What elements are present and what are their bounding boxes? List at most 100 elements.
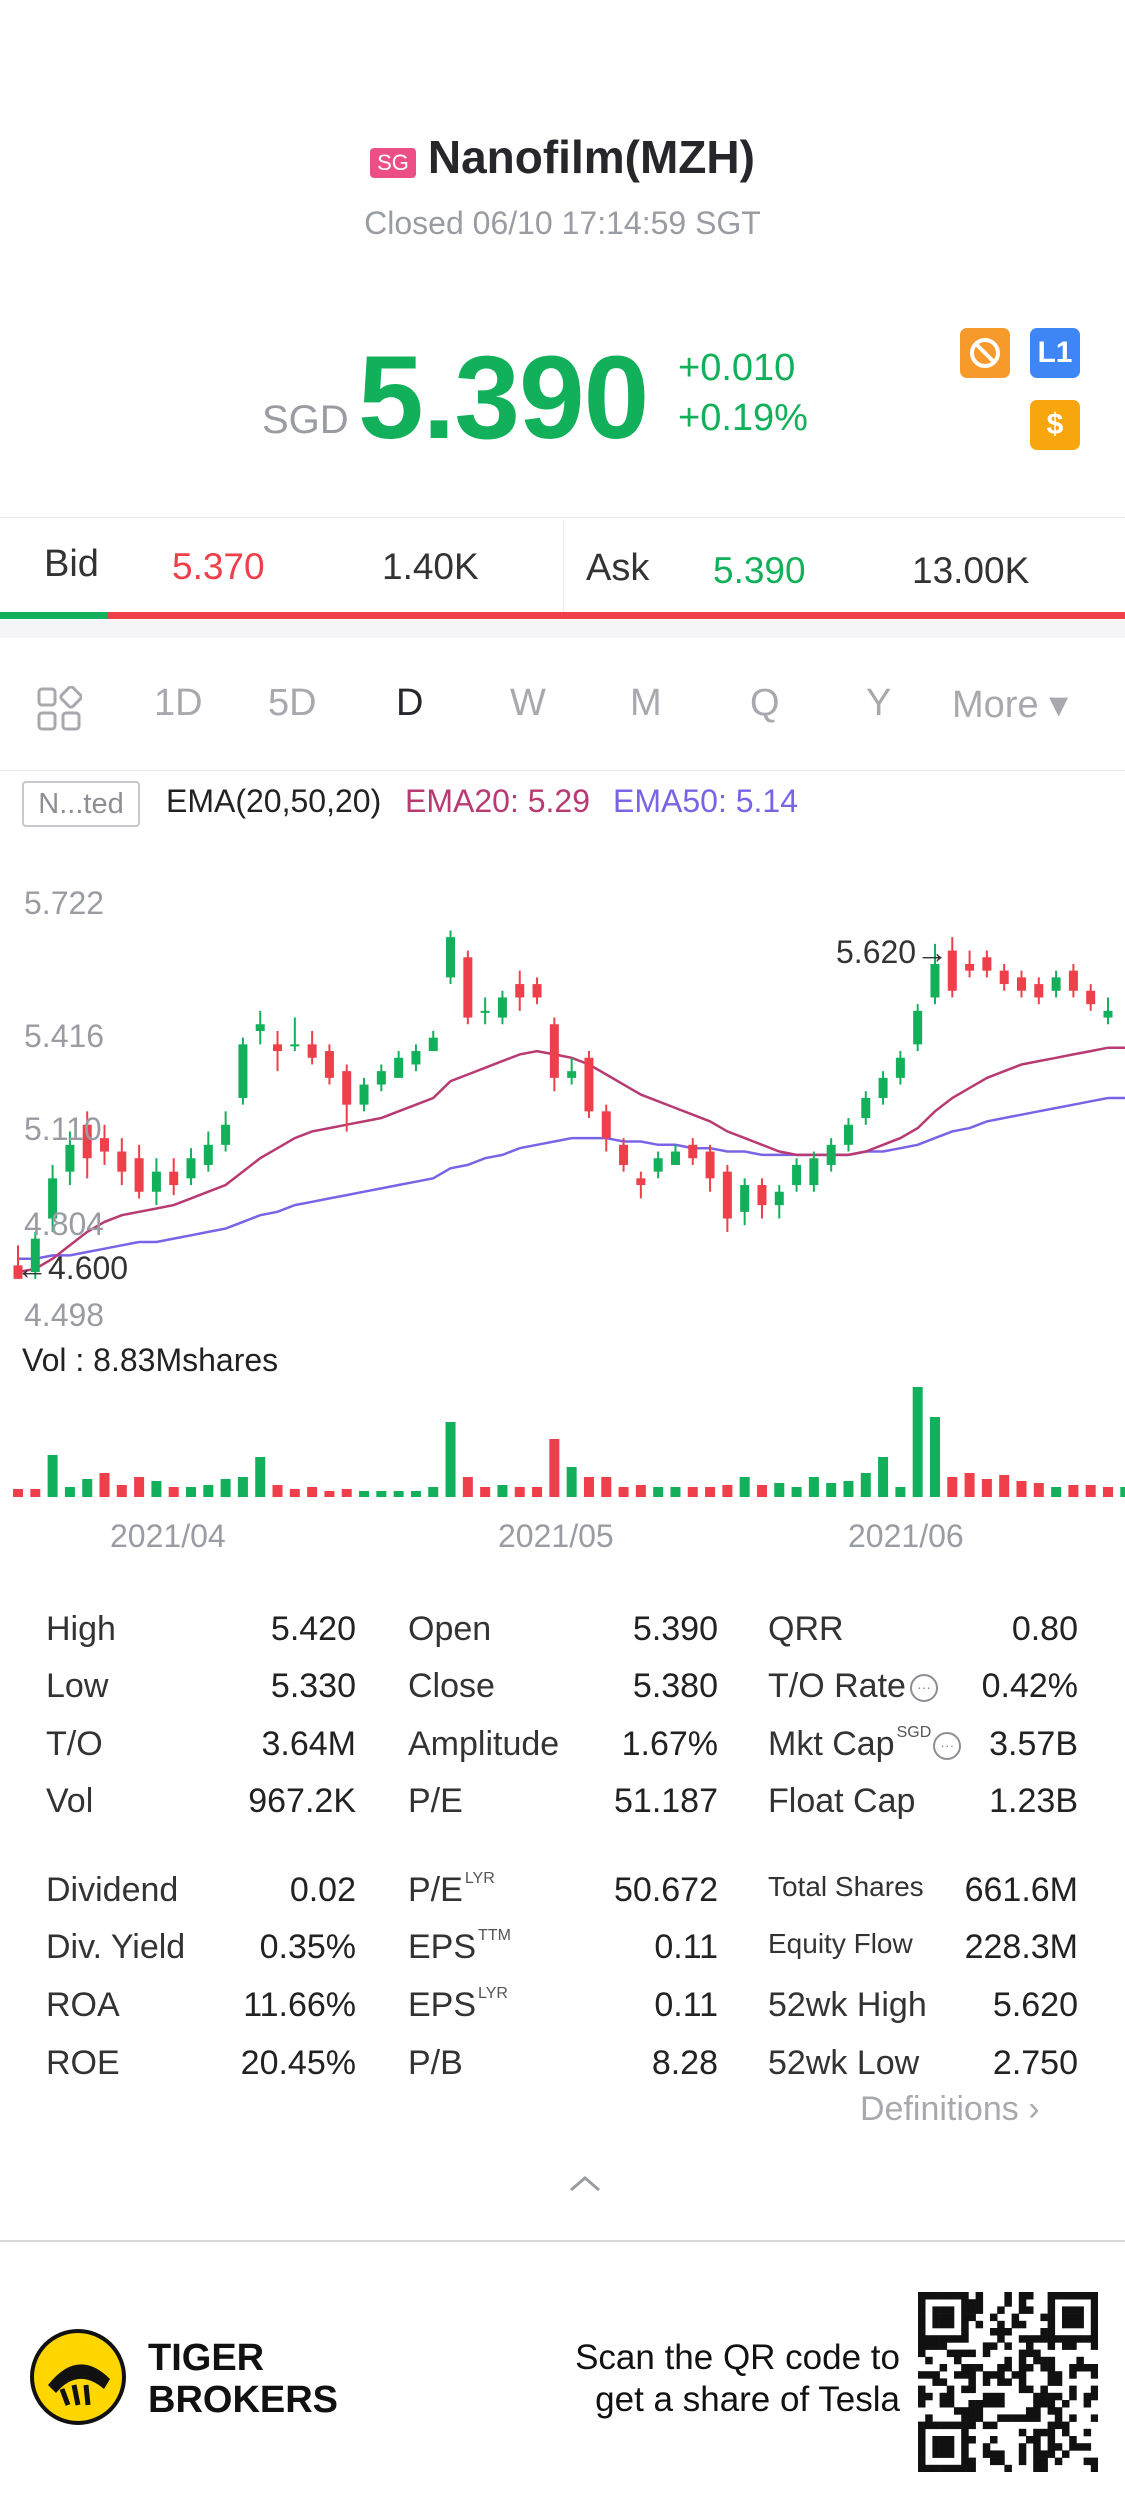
candle-body bbox=[342, 1071, 352, 1105]
volume-bar bbox=[30, 1489, 41, 1497]
candle bbox=[100, 1124, 110, 1165]
change-value: +0.010 bbox=[678, 347, 796, 389]
tab-m[interactable]: M bbox=[630, 682, 662, 724]
section-gap bbox=[0, 620, 1125, 638]
market-badge: SG bbox=[370, 147, 416, 178]
volume-bar bbox=[116, 1485, 127, 1497]
tab-5d[interactable]: 5D bbox=[268, 682, 317, 724]
stat-value: 0.42% bbox=[981, 1667, 1078, 1705]
candle bbox=[186, 1148, 196, 1186]
candle bbox=[515, 970, 525, 1011]
candle-body bbox=[30, 1238, 40, 1273]
candle-body bbox=[1103, 1010, 1113, 1018]
stat-value: 3.64M bbox=[261, 1725, 357, 1763]
candle-body bbox=[238, 1044, 248, 1098]
volume-bar bbox=[999, 1475, 1010, 1497]
stat-value: 1.67% bbox=[621, 1725, 718, 1763]
candle-body bbox=[480, 1010, 490, 1013]
volume-bar bbox=[895, 1487, 906, 1497]
candle bbox=[324, 1044, 334, 1085]
volume-bar bbox=[756, 1485, 767, 1497]
candle bbox=[307, 1030, 317, 1065]
stat-value: 0.11 bbox=[654, 1928, 718, 1966]
promo-text: Scan the QR code to bbox=[575, 2338, 900, 2377]
stat-label: Float Cap bbox=[768, 1782, 916, 1820]
candle bbox=[999, 963, 1009, 991]
bid-price: 5.370 bbox=[172, 546, 265, 587]
volume-bar bbox=[947, 1477, 958, 1497]
stat-label[interactable]: T/O Rate ··· bbox=[768, 1667, 938, 1706]
candle bbox=[1051, 970, 1061, 998]
candle-body bbox=[740, 1185, 750, 1212]
tab-y[interactable]: Y bbox=[866, 682, 892, 724]
stat-label[interactable]: Mkt Cap SGD··· bbox=[768, 1724, 962, 1764]
divider bbox=[563, 520, 564, 612]
candle bbox=[947, 937, 957, 998]
tab-1d[interactable]: 1D bbox=[154, 682, 203, 724]
candle-body bbox=[878, 1077, 888, 1098]
candle-body bbox=[774, 1191, 784, 1206]
stat-label: Open bbox=[408, 1610, 492, 1648]
y-tick: 5.722 bbox=[24, 885, 105, 921]
definitions-link[interactable]: Definitions › bbox=[860, 2090, 1040, 2128]
volume-bar bbox=[47, 1455, 58, 1497]
volume-bar bbox=[324, 1491, 335, 1497]
candlestick-chart[interactable] bbox=[0, 860, 1125, 1560]
candle bbox=[670, 1144, 680, 1165]
stat-label: 52wk High bbox=[768, 1986, 927, 2024]
candle bbox=[601, 1104, 611, 1152]
stat-label: QRR bbox=[768, 1610, 844, 1648]
no-short-sell-icon[interactable] bbox=[960, 328, 1010, 378]
volume-bar bbox=[445, 1422, 456, 1497]
divider bbox=[0, 517, 1125, 518]
tab-w[interactable]: W bbox=[510, 682, 546, 724]
ema-indicator-label[interactable]: EMA(20,50,20) bbox=[166, 783, 382, 819]
volume-bar bbox=[99, 1473, 110, 1497]
stat-value: 5.380 bbox=[632, 1667, 718, 1705]
candle-body bbox=[100, 1138, 110, 1152]
info-icon[interactable]: ··· bbox=[909, 1674, 938, 1703]
stat-value: 967.2K bbox=[248, 1782, 356, 1820]
candle-body bbox=[982, 957, 992, 971]
candle bbox=[1086, 984, 1096, 1011]
volume-bar bbox=[203, 1485, 214, 1497]
candle-body bbox=[757, 1185, 767, 1206]
market-status: Closed 06/10 17:14:59 SGT bbox=[364, 205, 761, 241]
tab-d[interactable]: D bbox=[396, 682, 424, 724]
volume-bar bbox=[134, 1477, 145, 1497]
adjustment-selector[interactable]: N...ted bbox=[22, 781, 140, 827]
candle bbox=[705, 1144, 715, 1192]
candle-body bbox=[809, 1158, 819, 1186]
tab-q[interactable]: Q bbox=[750, 682, 780, 724]
candle bbox=[48, 1164, 58, 1232]
volume-bar bbox=[1103, 1487, 1113, 1497]
stat-label: P/E LYR bbox=[408, 1870, 495, 1909]
divider bbox=[0, 2240, 1125, 2242]
volume-bar bbox=[410, 1491, 421, 1497]
qr-code[interactable] bbox=[918, 2292, 1098, 2472]
level1-icon[interactable]: L1 bbox=[1030, 328, 1080, 378]
chevron-up-icon[interactable] bbox=[565, 2170, 605, 2199]
volume-bar bbox=[705, 1487, 716, 1497]
volume-bar bbox=[168, 1487, 179, 1497]
stat-value: 0.11 bbox=[654, 1986, 718, 2024]
volume-bar bbox=[289, 1489, 300, 1497]
tab-more[interactable]: More ▾ bbox=[952, 684, 1069, 726]
dollar-icon[interactable]: $ bbox=[1030, 400, 1080, 450]
candle-body bbox=[324, 1051, 334, 1078]
candle-body bbox=[826, 1144, 836, 1165]
candle bbox=[359, 1077, 369, 1112]
candle bbox=[722, 1164, 732, 1232]
candle bbox=[117, 1138, 127, 1186]
volume-bar bbox=[739, 1477, 750, 1497]
info-icon[interactable]: ··· bbox=[933, 1732, 962, 1761]
volume-bar bbox=[549, 1439, 560, 1497]
volume-bar bbox=[653, 1487, 664, 1497]
volume-bar bbox=[480, 1487, 491, 1497]
grid-icon[interactable] bbox=[36, 685, 83, 732]
candle-body bbox=[255, 1024, 265, 1031]
volume-bar bbox=[497, 1485, 508, 1497]
candle bbox=[394, 1051, 404, 1078]
candle-body bbox=[930, 963, 940, 998]
candle bbox=[549, 1017, 559, 1092]
